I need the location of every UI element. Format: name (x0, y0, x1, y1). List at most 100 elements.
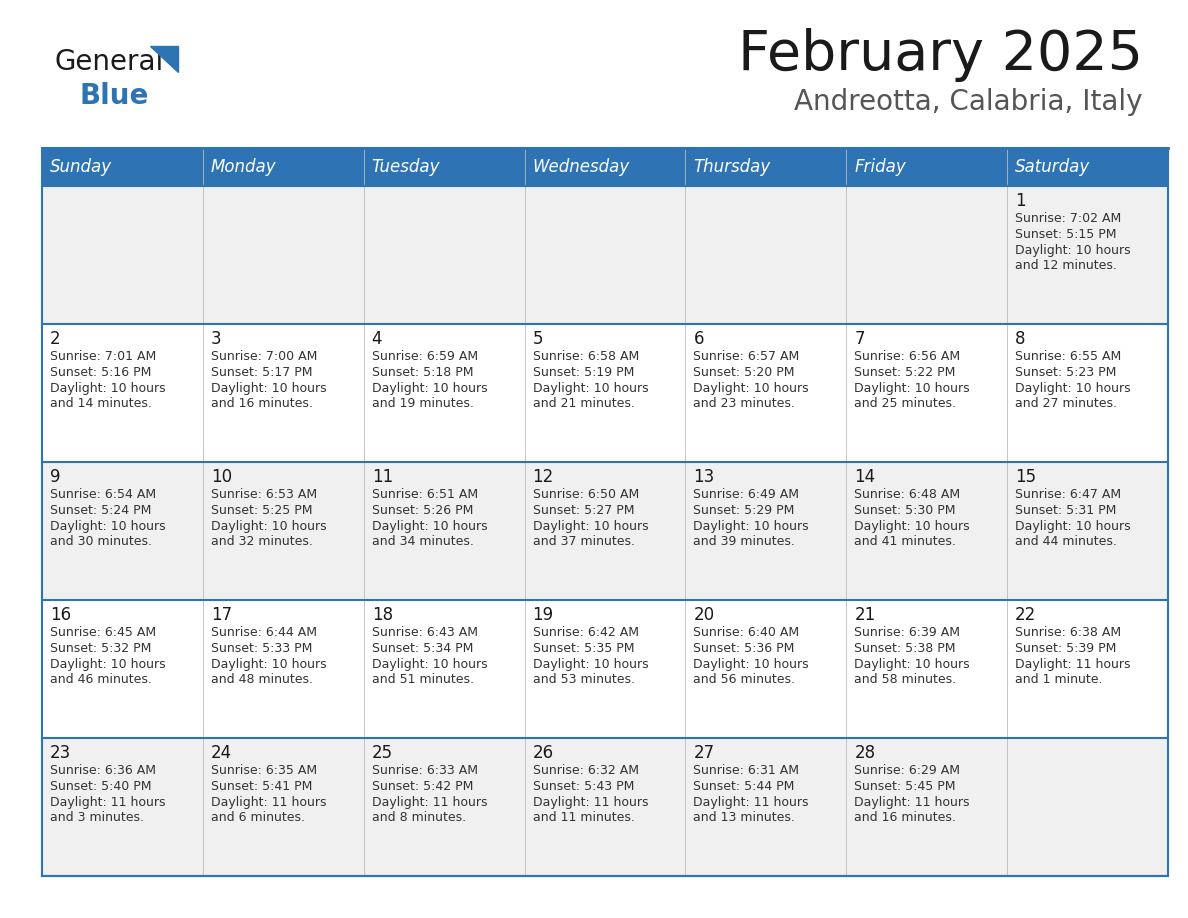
Text: and 58 minutes.: and 58 minutes. (854, 673, 956, 686)
Text: Sunset: 5:19 PM: Sunset: 5:19 PM (532, 366, 634, 379)
Text: Sunrise: 6:55 AM: Sunrise: 6:55 AM (1015, 350, 1121, 363)
Text: Sunset: 5:38 PM: Sunset: 5:38 PM (854, 642, 956, 655)
Text: Daylight: 11 hours: Daylight: 11 hours (532, 796, 649, 809)
Text: and 51 minutes.: and 51 minutes. (372, 673, 474, 686)
Text: 13: 13 (694, 468, 715, 486)
Text: Sunset: 5:43 PM: Sunset: 5:43 PM (532, 780, 634, 793)
Text: Sunrise: 6:49 AM: Sunrise: 6:49 AM (694, 488, 800, 501)
Text: Sunrise: 6:51 AM: Sunrise: 6:51 AM (372, 488, 478, 501)
Text: Sunrise: 6:35 AM: Sunrise: 6:35 AM (210, 764, 317, 777)
Text: Sunset: 5:20 PM: Sunset: 5:20 PM (694, 366, 795, 379)
Text: 20: 20 (694, 606, 714, 624)
Text: and 27 minutes.: and 27 minutes. (1015, 397, 1117, 410)
Text: Daylight: 11 hours: Daylight: 11 hours (210, 796, 327, 809)
Text: 7: 7 (854, 330, 865, 348)
Bar (42, 324, 1168, 462)
Text: and 19 minutes.: and 19 minutes. (372, 397, 474, 410)
Text: Sunset: 5:29 PM: Sunset: 5:29 PM (694, 504, 795, 517)
Text: Sunrise: 6:36 AM: Sunrise: 6:36 AM (50, 764, 156, 777)
Text: Sunset: 5:16 PM: Sunset: 5:16 PM (50, 366, 151, 379)
Text: and 34 minutes.: and 34 minutes. (372, 535, 474, 548)
Text: Daylight: 10 hours: Daylight: 10 hours (854, 382, 969, 395)
Text: Saturday: Saturday (1015, 158, 1091, 176)
Text: Sunset: 5:41 PM: Sunset: 5:41 PM (210, 780, 312, 793)
Text: Sunset: 5:34 PM: Sunset: 5:34 PM (372, 642, 473, 655)
Text: and 56 minutes.: and 56 minutes. (694, 673, 796, 686)
Text: Sunset: 5:25 PM: Sunset: 5:25 PM (210, 504, 312, 517)
Text: 17: 17 (210, 606, 232, 624)
Text: Daylight: 10 hours: Daylight: 10 hours (532, 520, 649, 533)
Text: 10: 10 (210, 468, 232, 486)
Text: General: General (55, 48, 164, 76)
Text: Sunrise: 6:31 AM: Sunrise: 6:31 AM (694, 764, 800, 777)
Text: 8: 8 (1015, 330, 1025, 348)
Bar (42, 738, 1168, 876)
Text: Daylight: 10 hours: Daylight: 10 hours (372, 658, 487, 671)
Text: Daylight: 10 hours: Daylight: 10 hours (210, 520, 327, 533)
Text: Andreotta, Calabria, Italy: Andreotta, Calabria, Italy (795, 88, 1143, 116)
Text: 21: 21 (854, 606, 876, 624)
Text: February 2025: February 2025 (738, 28, 1143, 82)
Text: and 46 minutes.: and 46 minutes. (50, 673, 152, 686)
Text: Daylight: 10 hours: Daylight: 10 hours (372, 520, 487, 533)
Text: Daylight: 11 hours: Daylight: 11 hours (50, 796, 165, 809)
Text: Daylight: 11 hours: Daylight: 11 hours (372, 796, 487, 809)
Text: Daylight: 10 hours: Daylight: 10 hours (532, 382, 649, 395)
Text: and 53 minutes.: and 53 minutes. (532, 673, 634, 686)
Text: 28: 28 (854, 744, 876, 762)
Text: Sunrise: 6:40 AM: Sunrise: 6:40 AM (694, 626, 800, 639)
Text: 9: 9 (50, 468, 61, 486)
Text: and 14 minutes.: and 14 minutes. (50, 397, 152, 410)
Text: Daylight: 11 hours: Daylight: 11 hours (1015, 658, 1131, 671)
Text: and 25 minutes.: and 25 minutes. (854, 397, 956, 410)
Bar (42, 600, 1168, 738)
Text: Sunrise: 6:45 AM: Sunrise: 6:45 AM (50, 626, 156, 639)
Text: 14: 14 (854, 468, 876, 486)
Text: Sunrise: 6:44 AM: Sunrise: 6:44 AM (210, 626, 317, 639)
Text: 11: 11 (372, 468, 393, 486)
Text: 6: 6 (694, 330, 704, 348)
Text: and 3 minutes.: and 3 minutes. (50, 811, 144, 824)
Text: Sunset: 5:42 PM: Sunset: 5:42 PM (372, 780, 473, 793)
Text: Sunrise: 6:47 AM: Sunrise: 6:47 AM (1015, 488, 1121, 501)
Text: Sunrise: 7:00 AM: Sunrise: 7:00 AM (210, 350, 317, 363)
Text: Sunset: 5:45 PM: Sunset: 5:45 PM (854, 780, 956, 793)
Text: 23: 23 (50, 744, 71, 762)
Text: Thursday: Thursday (694, 158, 771, 176)
Text: Daylight: 10 hours: Daylight: 10 hours (1015, 382, 1131, 395)
Text: and 12 minutes.: and 12 minutes. (1015, 259, 1117, 272)
Bar (685, 148, 846, 186)
Bar (525, 148, 685, 186)
Text: 19: 19 (532, 606, 554, 624)
Text: and 8 minutes.: and 8 minutes. (372, 811, 466, 824)
Text: 26: 26 (532, 744, 554, 762)
Text: and 39 minutes.: and 39 minutes. (694, 535, 795, 548)
Text: and 44 minutes.: and 44 minutes. (1015, 535, 1117, 548)
Text: Daylight: 11 hours: Daylight: 11 hours (694, 796, 809, 809)
Text: Daylight: 10 hours: Daylight: 10 hours (50, 382, 165, 395)
Text: Sunrise: 6:58 AM: Sunrise: 6:58 AM (532, 350, 639, 363)
Text: Sunrise: 7:01 AM: Sunrise: 7:01 AM (50, 350, 157, 363)
Text: Daylight: 10 hours: Daylight: 10 hours (694, 520, 809, 533)
Text: Friday: Friday (854, 158, 906, 176)
Text: Sunset: 5:39 PM: Sunset: 5:39 PM (1015, 642, 1117, 655)
Text: Sunset: 5:35 PM: Sunset: 5:35 PM (532, 642, 634, 655)
Text: Sunrise: 6:54 AM: Sunrise: 6:54 AM (50, 488, 156, 501)
Text: and 23 minutes.: and 23 minutes. (694, 397, 795, 410)
Text: 16: 16 (50, 606, 71, 624)
Text: Sunset: 5:17 PM: Sunset: 5:17 PM (210, 366, 312, 379)
Text: Sunrise: 7:02 AM: Sunrise: 7:02 AM (1015, 212, 1121, 225)
Bar (1007, 148, 1168, 186)
Text: Sunset: 5:30 PM: Sunset: 5:30 PM (854, 504, 956, 517)
Text: and 41 minutes.: and 41 minutes. (854, 535, 956, 548)
Text: and 37 minutes.: and 37 minutes. (532, 535, 634, 548)
Text: Sunrise: 6:53 AM: Sunrise: 6:53 AM (210, 488, 317, 501)
Text: Sunrise: 6:39 AM: Sunrise: 6:39 AM (854, 626, 960, 639)
Text: Wednesday: Wednesday (532, 158, 630, 176)
Bar (42, 148, 1168, 876)
Text: Daylight: 10 hours: Daylight: 10 hours (1015, 244, 1131, 257)
Text: Daylight: 11 hours: Daylight: 11 hours (854, 796, 969, 809)
Text: 12: 12 (532, 468, 554, 486)
Text: Sunrise: 6:42 AM: Sunrise: 6:42 AM (532, 626, 639, 639)
Text: Sunset: 5:22 PM: Sunset: 5:22 PM (854, 366, 955, 379)
